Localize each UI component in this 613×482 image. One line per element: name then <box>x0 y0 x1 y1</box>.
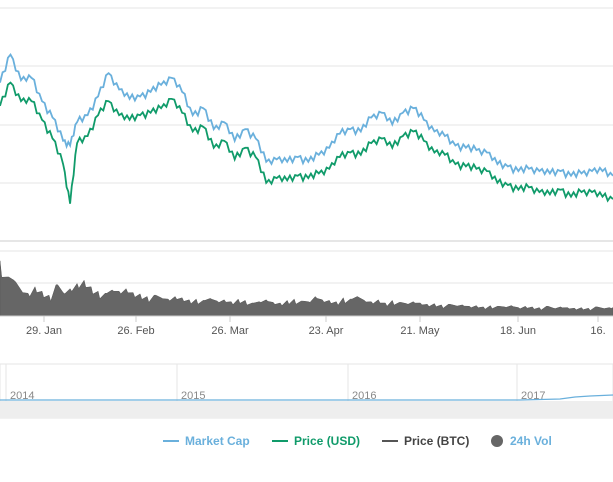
navigator-year-label: 2014 <box>10 390 34 402</box>
x-axis-ticks: 29. Jan 26. Feb 26. Mar 23. Apr 21. May 18. J… <box>26 316 606 337</box>
legend: Market Cap Price (USD) Price (BTC) 24h Vol <box>163 434 552 448</box>
x-tick-label: 18. Jun <box>500 325 536 337</box>
main-gridlines <box>0 7 613 242</box>
x-tick-label: 29. Jan <box>26 325 62 337</box>
legend-item[interactable]: 24h Vol <box>491 434 552 448</box>
navigator-series-line <box>0 394 613 401</box>
series-line-price-usd <box>0 81 613 204</box>
legend-item[interactable]: Market Cap <box>163 434 250 448</box>
legend-dot-symbol <box>491 435 503 447</box>
x-tick-label: 16. <box>590 325 605 337</box>
legend-label: 24h Vol <box>510 434 552 448</box>
legend-item[interactable]: Price (BTC) <box>382 434 469 448</box>
navigator-scrollbar[interactable] <box>0 401 613 418</box>
navigator-year-label: 2015 <box>181 390 205 402</box>
legend-label: Price (USD) <box>294 434 360 448</box>
x-tick-label: 23. Apr <box>309 325 344 337</box>
volume-area-24h-vol <box>0 260 613 317</box>
legend-item[interactable]: Price (USD) <box>272 434 360 448</box>
volume-gridlines <box>0 250 613 284</box>
x-tick-label: 26. Mar <box>211 325 249 337</box>
x-tick-label: 26. Feb <box>117 325 154 337</box>
x-tick-label: 21. May <box>400 325 440 337</box>
navigator[interactable]: 2014 2015 2016 2017 <box>0 363 613 419</box>
legend-label: Price (BTC) <box>404 434 469 448</box>
legend-label: Market Cap <box>185 434 250 448</box>
series-line-market-cap <box>0 53 613 180</box>
navigator-year-label: 2016 <box>352 390 376 402</box>
navigator-year-ticks: 2014 2015 2016 2017 <box>5 364 545 402</box>
